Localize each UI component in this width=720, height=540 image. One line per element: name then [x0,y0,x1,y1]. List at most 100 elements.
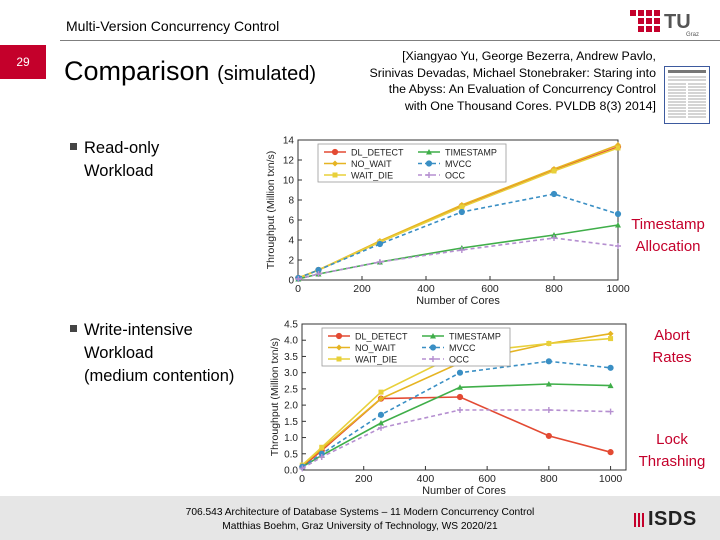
y-axis-label: Throughput (Million txn/s) [269,338,281,456]
footer-course: 706.543 Architecture of Database Systems… [185,507,535,518]
isds-logo-icon [634,512,644,527]
data-point [545,432,552,440]
data-point [545,381,552,387]
data-point [458,208,465,216]
annotation-lock-thrashing: Lock Thrashing [628,429,716,473]
x-tick-label: 0 [299,473,305,485]
series-occ [295,235,621,282]
y-tick-label: 6 [288,216,294,227]
footer-text: 706.543 Architecture of Database Systems… [120,506,600,534]
legend-marker [430,333,436,339]
legend-label: DL_DETECT [351,148,404,158]
data-point [459,204,465,210]
slide-title-sub: (simulated) [217,63,316,85]
x-tick-label: 400 [417,473,435,485]
y-axis-label: Throughput (Million txn/s) [265,151,277,269]
legend-label: NO_WAIT [351,159,392,169]
bullet-text: Workload [84,344,154,362]
citation: [Xiangyao Yu, George Bezerra, Andrew Pav… [356,48,656,114]
bullet-text: Write-intensive [84,321,193,339]
data-point [377,411,385,418]
data-point [376,240,384,248]
legend-marker [335,332,343,340]
data-point [615,243,621,249]
annotation-line: Rates [652,349,692,366]
series-line [298,147,619,279]
data-point [456,369,464,376]
series-line [301,337,611,466]
bullet-text: Read-only [84,139,160,157]
legend-marker [429,344,437,351]
y-tick-label: 3.5 [284,352,298,363]
x-tick-label: 0 [295,283,301,295]
bullet-text: (medium contention) [84,367,235,385]
annotation-timestamp-allocation: Timestamp Allocation [624,214,712,258]
y-tick-label: 0.0 [284,466,298,477]
annotation-line: Lock [656,431,688,448]
y-tick-label: 2.5 [284,384,298,395]
citation-line: [Xiangyao Yu, George Bezerra, Andrew Pav… [402,49,656,63]
citation-line: Srinivas Devadas, Michael Stonebraker: S… [369,65,656,80]
data-point [458,247,465,253]
tu-graz-logo: TU Graz [630,10,699,38]
series-line [298,237,619,280]
data-point [319,444,325,450]
legend-label: WAIT_DIE [351,171,393,181]
bullet-read-only: Read-only Workload [70,137,159,183]
data-point [456,406,463,413]
legend-marker [336,356,342,362]
header-divider [60,40,720,41]
y-tick-label: 1.0 [284,433,298,444]
data-point [614,210,622,218]
legend-label: OCC [445,171,466,181]
series-occ [299,406,614,472]
data-point [377,419,384,426]
data-point [546,340,552,346]
series-line [301,409,611,470]
legend-label: TIMESTAMP [449,332,501,342]
y-tick-label: 4.5 [284,320,298,331]
data-point [545,406,552,413]
data-point [615,145,621,151]
series-line [301,396,611,468]
data-point [378,389,384,395]
y-tick-label: 0 [288,276,294,287]
data-point [550,190,558,198]
x-axis-label: Number of Cores [422,485,506,497]
x-tick-label: 200 [353,283,371,295]
x-tick-label: 800 [545,283,563,295]
x-tick-label: 600 [481,283,499,295]
header-title: Multi-Version Concurrency Control [66,18,280,34]
data-point [545,358,552,365]
data-point [607,382,614,389]
legend-marker [331,148,339,156]
bullet-square-icon [70,325,77,333]
chart-write-intensive: 0.0 0.5 1.0 1.5 2.0 2.5 3.0 3.5 4.0 4.5 0 200 400 600… [269,320,627,497]
legend-marker [430,356,436,362]
legend-label: MVCC [445,159,472,169]
citation-line: the Abyss: An Evaluation of Concurrency … [388,82,656,97]
isds-logo-text: ISDS [648,508,697,530]
data-point [456,393,464,401]
annotation-line: Abort [654,327,690,344]
chart-read-only: 0 2 4 6 8 10 12 14 0 200 400 600 800 1000 Number of Co… [265,136,630,308]
y-tick-label: 4 [288,236,294,247]
data-point [295,276,302,282]
y-tick-label: 0.5 [284,449,298,460]
x-axis-label: Number of Cores [416,295,500,307]
data-point [377,424,384,431]
y-tick-label: 10 [283,176,295,187]
series-line [298,193,619,279]
data-point [377,395,384,402]
legend-box [317,143,507,183]
series-line [301,360,611,468]
data-point [318,454,325,461]
legend-label: DL_DETECT [355,332,408,342]
data-point [607,449,614,456]
legend-label: WAIT_DIE [355,355,397,365]
legend-box [321,327,511,367]
footer-author: Matthias Boehm, Graz University of Techn… [222,521,498,532]
y-tick-label: 8 [288,196,294,207]
